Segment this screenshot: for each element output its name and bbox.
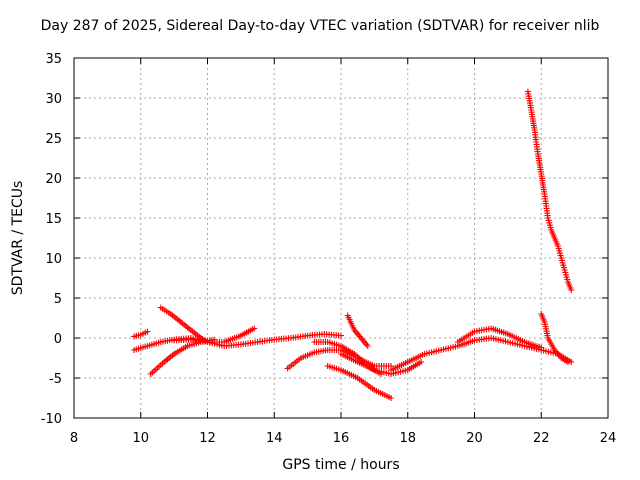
y-tick-label: 10 <box>45 252 62 267</box>
series-trace-12 <box>454 325 545 351</box>
data-point <box>338 332 344 339</box>
series-trace-14 <box>538 311 571 365</box>
x-tick-label: 24 <box>600 431 617 446</box>
data-points <box>131 88 575 401</box>
y-tick-label: 5 <box>54 292 62 307</box>
y-tick-label: 20 <box>45 172 62 187</box>
x-tick-label: 18 <box>399 431 416 446</box>
series-trace-9 <box>338 351 425 377</box>
x-tick-label: 14 <box>266 431 283 446</box>
y-tick-label: 25 <box>45 132 62 147</box>
series-trace-13 <box>524 88 575 293</box>
series-trace-5 <box>171 325 258 345</box>
data-point <box>388 395 395 401</box>
series-trace-11 <box>388 335 575 373</box>
data-point <box>538 344 545 351</box>
y-tick-label: -10 <box>41 412 62 427</box>
x-tick-label: 20 <box>466 431 483 446</box>
y-tick-label: 30 <box>45 92 62 107</box>
chart-title: Day 287 of 2025, Sidereal Day-to-day VTE… <box>40 18 600 34</box>
data-point <box>251 325 258 332</box>
data-point <box>144 328 151 335</box>
series-trace-10 <box>344 312 371 349</box>
x-tick-label: 16 <box>333 431 350 446</box>
y-axis-label: SDTVAR / TECUs <box>10 180 26 296</box>
y-tick-label: 0 <box>54 332 62 347</box>
x-tick-label: 8 <box>70 431 78 446</box>
data-point <box>364 343 371 349</box>
y-tick-label: -5 <box>49 372 62 387</box>
x-tick-label: 10 <box>132 431 149 446</box>
y-tick-label: 35 <box>45 52 62 67</box>
grid-lines <box>74 58 608 418</box>
series-trace-6 <box>284 347 395 372</box>
x-tick-label: 12 <box>199 431 216 446</box>
data-point <box>418 359 425 365</box>
x-axis-label: GPS time / hours <box>282 457 400 473</box>
data-point <box>564 359 571 365</box>
data-point <box>568 287 575 293</box>
y-tick-label: 15 <box>45 212 62 227</box>
axis-ticks: 8 10 12 14 16 18 20 22 24 -10 -5 0 5 10 15 20 25 30 35 <box>41 52 617 446</box>
x-tick-label: 22 <box>533 431 550 446</box>
series-trace-7 <box>324 363 395 401</box>
series-trace-4 <box>131 328 151 340</box>
